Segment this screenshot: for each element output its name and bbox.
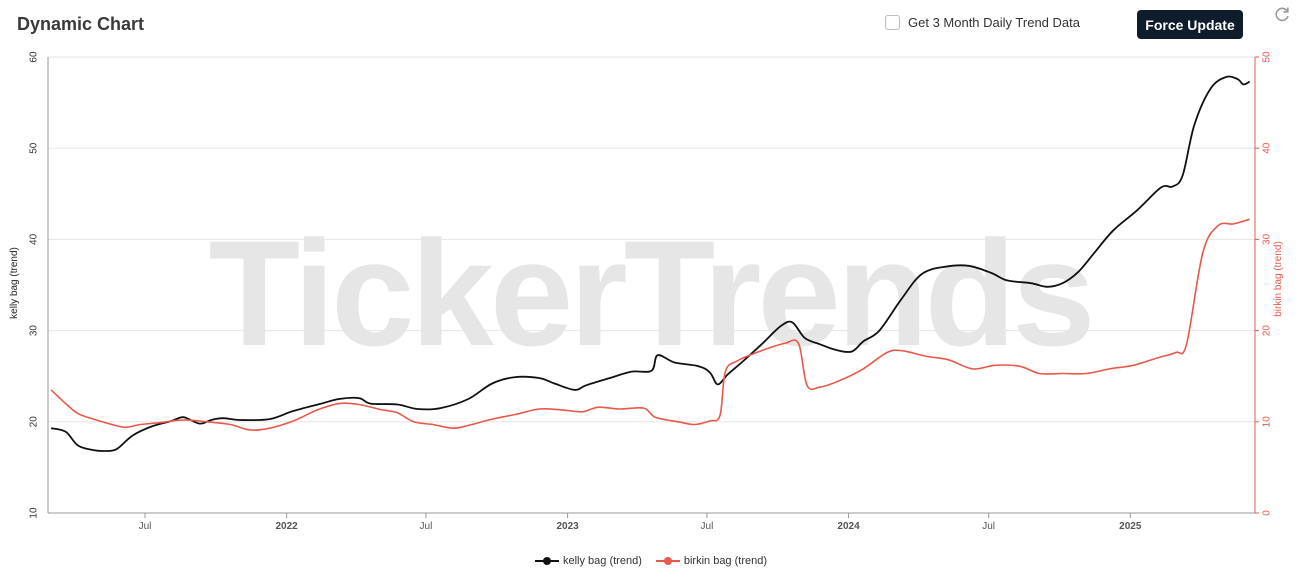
force-update-button[interactable]: Force Update <box>1137 10 1243 39</box>
page-title: Dynamic Chart <box>17 14 145 34</box>
y-right-axis-title: birkin bag (trend) <box>1273 241 1284 317</box>
checkbox-label: Get 3 Month Daily Trend Data <box>908 15 1080 30</box>
watermark: TickerTrends <box>208 209 1091 377</box>
refresh-icon[interactable] <box>1272 4 1292 24</box>
y-left-tick-label: 50 <box>29 142 40 154</box>
legend-item-birkin[interactable]: birkin bag (trend) <box>655 555 768 567</box>
legend-item-kelly[interactable]: kelly bag (trend) <box>534 555 642 567</box>
y-left-tick-label: 60 <box>29 51 40 63</box>
x-tick-label: 2022 <box>276 521 299 532</box>
y-right-tick-label: 50 <box>1262 51 1273 63</box>
y-left-tick-label: 10 <box>29 507 40 519</box>
checkbox-box[interactable] <box>885 15 900 30</box>
birkin-series-line <box>50 218 1250 431</box>
y-right-tick-label: 40 <box>1262 142 1273 154</box>
y-left-axis-title: kelly bag (trend) <box>9 247 20 319</box>
x-tick-label: 2023 <box>556 521 579 532</box>
legend-birkin-label: birkin bag (trend) <box>683 555 768 567</box>
x-tick-label: 2024 <box>837 521 860 532</box>
kelly-series-line <box>50 75 1251 452</box>
y-left-tick-label: 20 <box>29 416 40 428</box>
legend: kelly bag (trend) birkin bag (trend) <box>0 555 1302 567</box>
y-left-tick-label: 30 <box>29 325 40 337</box>
y-right-tick-label: 30 <box>1262 233 1273 245</box>
legend-birkin-marker <box>655 557 680 565</box>
legend-kelly-marker <box>534 557 559 565</box>
x-tick-label: 2025 <box>1119 521 1142 532</box>
y-right-tick-label: 20 <box>1262 325 1273 337</box>
y-right-tick-label: 0 <box>1262 510 1273 516</box>
legend-kelly-label: kelly bag (trend) <box>562 555 642 567</box>
three-month-daily-checkbox[interactable]: Get 3 Month Daily Trend Data <box>885 15 1080 30</box>
x-tick-label: Jul <box>982 521 995 532</box>
x-tick-label: Jul <box>139 521 152 532</box>
x-tick-label: Jul <box>420 521 433 532</box>
y-left-tick-label: 40 <box>29 233 40 245</box>
x-tick-label: Jul <box>701 521 714 532</box>
y-right-tick-label: 10 <box>1262 416 1273 428</box>
